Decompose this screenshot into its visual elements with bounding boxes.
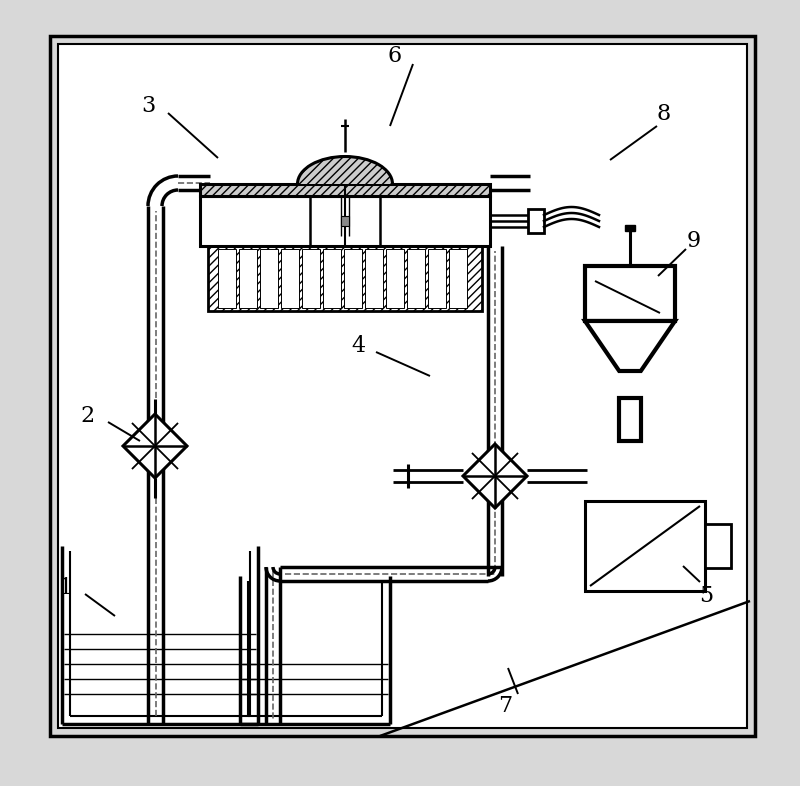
Bar — [58, 44, 747, 728]
Bar — [281, 249, 299, 308]
Bar — [386, 249, 404, 308]
Bar — [528, 209, 544, 233]
Ellipse shape — [298, 156, 393, 211]
Bar — [585, 266, 675, 321]
Polygon shape — [585, 321, 675, 371]
Bar — [619, 398, 641, 441]
Text: 5: 5 — [699, 585, 713, 607]
Bar — [449, 249, 467, 308]
Bar — [344, 249, 362, 308]
Bar — [218, 249, 236, 308]
Bar — [293, 149, 397, 184]
Bar — [705, 524, 731, 568]
Text: 1: 1 — [58, 577, 72, 599]
Bar — [200, 196, 490, 246]
Text: 7: 7 — [498, 695, 512, 717]
Bar — [365, 249, 383, 308]
Text: 8: 8 — [657, 103, 671, 125]
Bar — [239, 249, 257, 308]
Text: 4: 4 — [351, 335, 365, 357]
Bar — [260, 249, 278, 308]
Polygon shape — [123, 414, 187, 478]
Bar — [50, 36, 755, 736]
Text: 2: 2 — [81, 405, 95, 427]
Bar — [585, 501, 705, 591]
Bar — [341, 216, 349, 226]
Text: 3: 3 — [141, 95, 155, 117]
Bar — [302, 249, 320, 308]
Polygon shape — [463, 444, 527, 508]
Bar — [625, 225, 635, 231]
Bar — [407, 249, 425, 308]
Bar — [428, 249, 446, 308]
Text: 6: 6 — [388, 45, 402, 67]
Bar — [208, 246, 482, 311]
Bar — [323, 249, 341, 308]
Bar — [200, 184, 490, 196]
Text: 9: 9 — [687, 230, 701, 252]
